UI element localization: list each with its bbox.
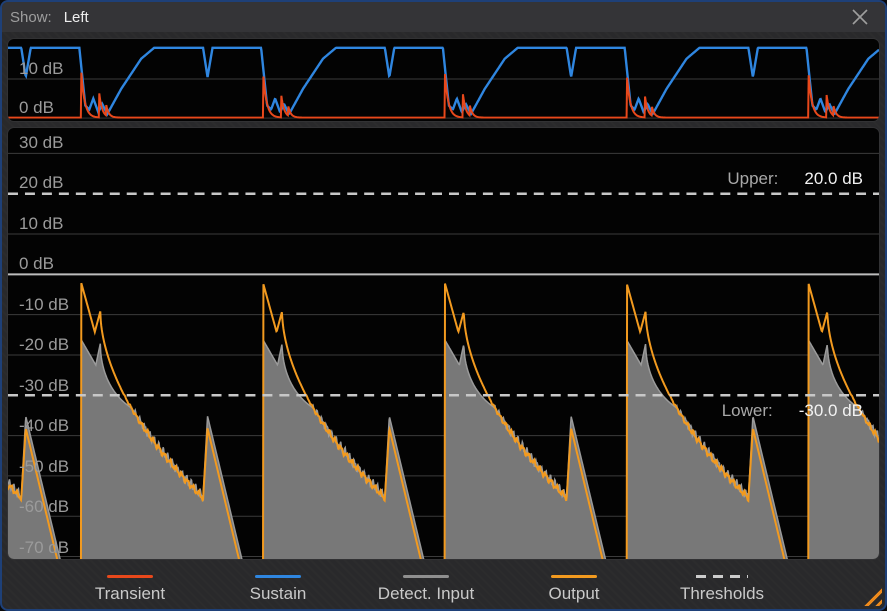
close-icon — [852, 9, 868, 25]
upper-threshold-label: Upper: — [727, 169, 779, 188]
legend-item-sustain[interactable]: Sustain — [218, 572, 338, 608]
legend-label-thresholds: Thresholds — [679, 584, 765, 603]
output-line-swatch — [551, 575, 597, 578]
lower-threshold-control[interactable]: Lower: -30.0 dB — [722, 400, 863, 422]
sustain-gain-line — [8, 46, 879, 117]
mini-chart-canvas — [8, 46, 879, 119]
upper-threshold-value[interactable]: 20.0 dB — [804, 169, 863, 188]
upper-threshold-control[interactable]: Upper: 20.0 dB — [727, 168, 863, 190]
transient-line-swatch — [107, 575, 153, 578]
legend-label-transient: Transient — [94, 584, 166, 603]
legend-item-transient[interactable]: Transient — [70, 572, 190, 608]
legend-item-thresholds[interactable]: Thresholds — [662, 572, 782, 608]
sustain-line-swatch — [255, 575, 301, 578]
legend-item-detect-input[interactable]: Detect. Input — [366, 572, 486, 608]
thresholds-line-swatch — [696, 575, 748, 578]
legend-label-output: Output — [548, 584, 600, 603]
top-bar: Show: Left — [2, 2, 885, 32]
show-label: Show: — [10, 8, 52, 26]
resize-handle-icon[interactable] — [858, 582, 882, 606]
gain-envelope-mini-chart: 10 dB 0 dB — [7, 38, 880, 122]
legend-item-output[interactable]: Output — [514, 572, 634, 608]
lower-threshold-value[interactable]: -30.0 dB — [798, 401, 863, 420]
close-button[interactable] — [849, 6, 871, 28]
show-channel-selector[interactable]: Left — [63, 8, 89, 26]
lower-threshold-label: Lower: — [721, 401, 773, 420]
detect-input-line-swatch — [403, 575, 449, 578]
transient-gain-line — [8, 72, 879, 119]
main-chart-canvas — [8, 152, 879, 559]
output-line — [8, 282, 879, 559]
level-envelope-main-chart: 30 dB 20 dB 10 dB 0 dB -10 dB -20 dB -30 dB -40… — [7, 127, 880, 560]
detect-input-fill — [8, 340, 879, 559]
legend-label-sustain: Sustain — [249, 584, 307, 603]
legend: Transient Sustain Detect. Input Output T… — [70, 572, 782, 608]
legend-label-detect-input: Detect. Input — [377, 584, 475, 603]
